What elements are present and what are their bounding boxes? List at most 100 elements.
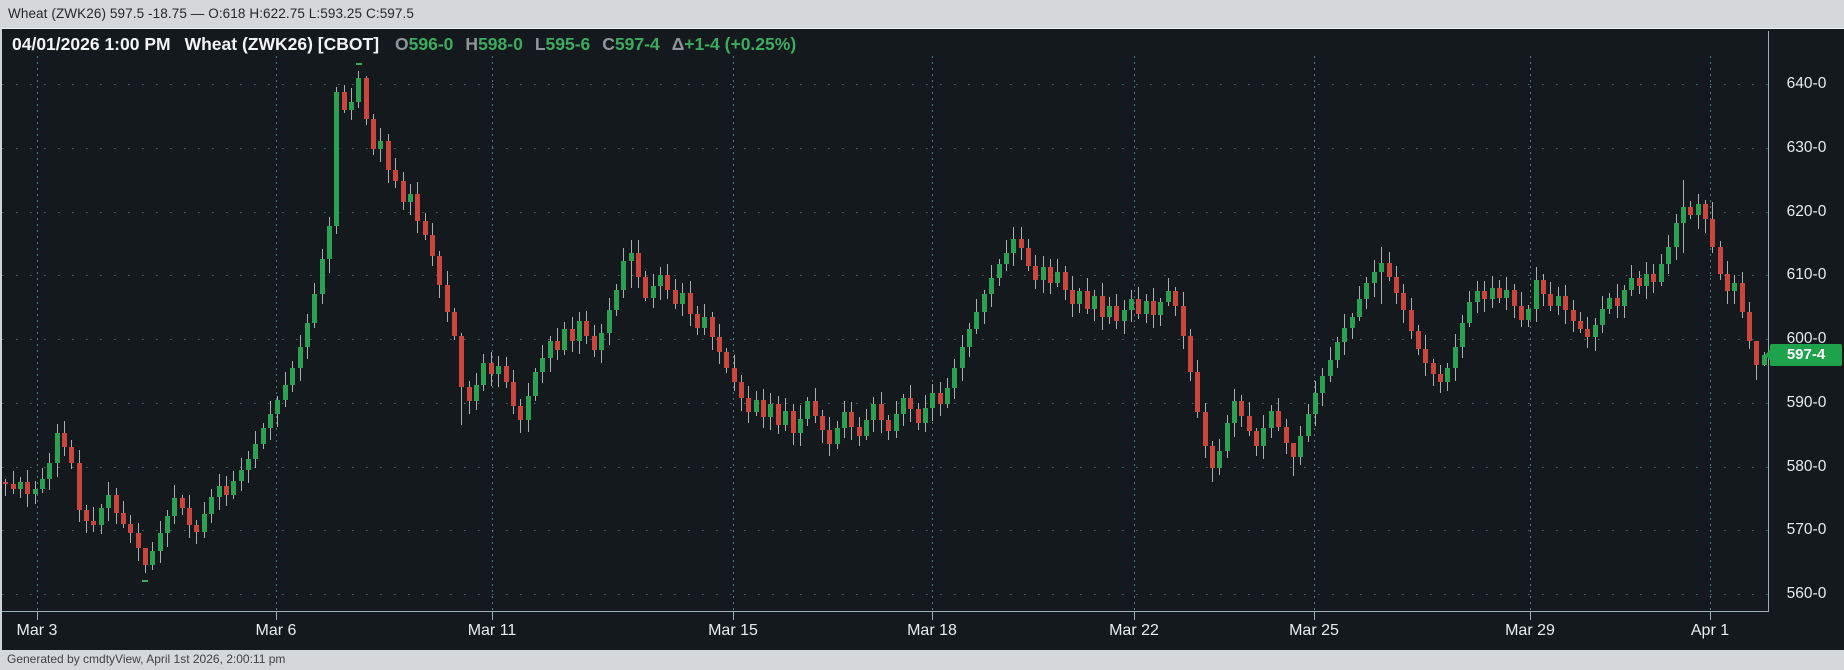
candle-down[interactable] <box>937 393 943 405</box>
candle-up[interactable] <box>474 385 480 402</box>
candle-down[interactable] <box>775 404 781 426</box>
candle-up[interactable] <box>900 397 906 414</box>
candle-up[interactable] <box>1143 300 1149 314</box>
candle-down[interactable] <box>223 485 229 496</box>
candle-down[interactable] <box>1393 276 1399 293</box>
candle-down[interactable] <box>341 91 347 110</box>
candle-up[interactable] <box>981 294 987 312</box>
candle-down[interactable] <box>503 366 509 383</box>
candle-up[interactable] <box>17 482 23 489</box>
candle-up[interactable] <box>532 372 538 397</box>
candle-down[interactable] <box>1614 297 1620 306</box>
candle-down[interactable] <box>1585 329 1591 338</box>
candle-up[interactable] <box>1644 273 1650 287</box>
candle-up[interactable] <box>1379 262 1385 273</box>
candle-down[interactable] <box>1202 412 1208 446</box>
candle-up[interactable] <box>974 311 980 330</box>
candle-up[interactable] <box>481 362 487 386</box>
candle-down[interactable] <box>128 523 134 534</box>
candle-up[interactable] <box>157 533 163 551</box>
candle-up[interactable] <box>1666 246 1672 265</box>
candle-up[interactable] <box>1077 291 1083 304</box>
candle-up[interactable] <box>260 428 266 445</box>
candle-up[interactable] <box>1732 283 1738 292</box>
candle-down[interactable] <box>25 482 31 494</box>
candle-down[interactable] <box>135 533 141 548</box>
candle-up[interactable] <box>216 485 222 497</box>
candle-down[interactable] <box>1651 273 1657 282</box>
candle-down[interactable] <box>1408 310 1414 332</box>
candle-down[interactable] <box>1283 426 1289 443</box>
candle-down[interactable] <box>385 141 391 171</box>
candle-down[interactable] <box>1415 331 1421 349</box>
candle-down[interactable] <box>1511 289 1517 306</box>
candle-up[interactable] <box>1504 289 1510 298</box>
candle-down[interactable] <box>1246 415 1252 432</box>
candle-up[interactable] <box>39 479 45 489</box>
candle-down[interactable] <box>1739 283 1745 312</box>
candle-up[interactable] <box>1003 252 1009 265</box>
candle-down[interactable] <box>1577 321 1583 330</box>
candle-up[interactable] <box>783 410 789 426</box>
candle-up[interactable] <box>768 404 774 418</box>
candle-down[interactable] <box>1401 292 1407 311</box>
candle-down[interactable] <box>466 386 472 402</box>
candle-down[interactable] <box>635 252 641 277</box>
candle-up[interactable] <box>1055 272 1061 284</box>
candle-up[interactable] <box>621 260 627 290</box>
candle-down[interactable] <box>584 321 590 336</box>
candle-down[interactable] <box>1173 291 1179 306</box>
candle-up[interactable] <box>540 358 546 373</box>
price-plot[interactable] <box>2 56 1768 611</box>
candle-up[interactable] <box>1217 450 1223 469</box>
candle-up[interactable] <box>967 329 973 347</box>
candle-down[interactable] <box>488 362 494 375</box>
candle-up[interactable] <box>1312 393 1318 414</box>
candle-up[interactable] <box>1489 288 1495 300</box>
candle-up[interactable] <box>1607 297 1613 309</box>
candle-up[interactable] <box>1599 308 1605 325</box>
candle-up[interactable] <box>989 278 995 295</box>
candle-down[interactable] <box>709 316 715 338</box>
candle-down[interactable] <box>437 256 443 285</box>
candle-up[interactable] <box>1121 310 1127 322</box>
candle-up[interactable] <box>562 329 568 351</box>
candle-down[interactable] <box>849 412 855 427</box>
candle-down[interactable] <box>643 276 649 298</box>
candle-down[interactable] <box>1717 246 1723 274</box>
candle-up[interactable] <box>496 366 502 375</box>
candle-up[interactable] <box>1040 267 1046 281</box>
candle-down[interactable] <box>10 484 16 489</box>
candle-down[interactable] <box>1254 431 1260 446</box>
candle-down[interactable] <box>91 520 97 526</box>
candle-up[interactable] <box>1533 280 1539 309</box>
candle-up[interactable] <box>1622 289 1627 306</box>
candle-up[interactable] <box>98 507 104 526</box>
candle-up[interactable] <box>290 367 296 386</box>
candle-down[interactable] <box>812 401 818 416</box>
candle-down[interactable] <box>1099 295 1105 317</box>
candle-down[interactable] <box>1114 305 1120 322</box>
candle-up[interactable] <box>959 346 965 368</box>
candle-up[interactable] <box>1158 302 1164 316</box>
candle-down[interactable] <box>915 409 921 424</box>
candle-up[interactable] <box>1474 291 1480 303</box>
candle-up[interactable] <box>297 346 303 368</box>
candle-up[interactable] <box>1695 203 1701 215</box>
candle-down[interactable] <box>1430 362 1436 375</box>
candle-up[interactable] <box>319 259 325 295</box>
candle-up[interactable] <box>1364 283 1370 300</box>
candle-up[interactable] <box>275 399 281 414</box>
candle-down[interactable] <box>827 429 833 445</box>
candle-up[interactable] <box>209 496 215 515</box>
candle-up[interactable] <box>628 252 634 261</box>
candle-down[interactable] <box>908 397 914 410</box>
candle-up[interactable] <box>1327 359 1333 376</box>
candle-down[interactable] <box>665 275 671 290</box>
candle-up[interactable] <box>1011 238 1017 253</box>
candle-down[interactable] <box>724 351 730 368</box>
candle-down[interactable] <box>1136 299 1142 314</box>
candle-up[interactable] <box>1106 305 1112 317</box>
candle-up[interactable] <box>1305 413 1311 437</box>
candle-up[interactable] <box>893 413 899 432</box>
